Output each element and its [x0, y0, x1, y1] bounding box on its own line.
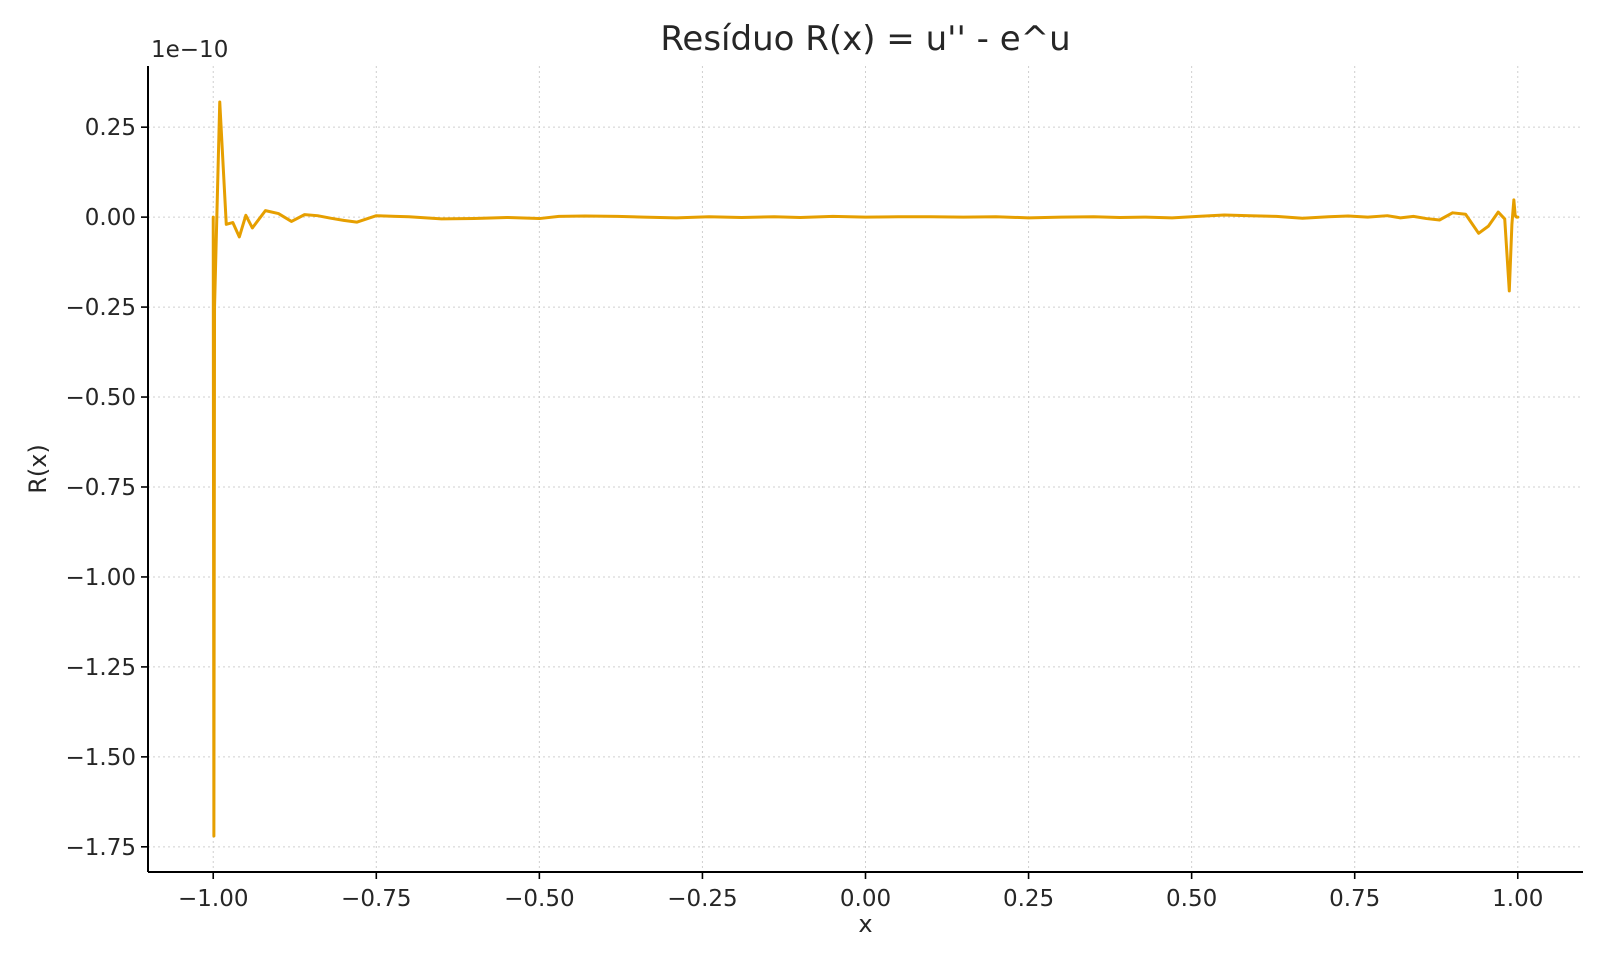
y-tick-label: −1.50: [66, 745, 136, 771]
y-tick-label: 0.25: [85, 115, 136, 141]
y-tick-label: 0.00: [85, 205, 136, 231]
y-tick-label: −1.00: [66, 565, 136, 591]
x-tick-label: 0.75: [1329, 886, 1380, 912]
y-tick-label: −1.25: [66, 655, 136, 681]
y-axis-ticks: 0.25 0.00 −0.25 −0.50 −0.75 −1.00 −1.25 −1.50 −1…: [66, 115, 148, 861]
x-tick-label: 0.00: [840, 886, 891, 912]
y-tick-label: −0.50: [66, 385, 136, 411]
y-axis-scale-offset: 1e−10: [151, 37, 228, 63]
x-tick-label: 1.00: [1492, 886, 1543, 912]
grid: [148, 66, 1583, 872]
x-tick-label: −0.50: [504, 886, 574, 912]
x-axis-ticks: −1.00 −0.75 −0.50 −0.25 0.00 0.25 0.50 0.75 1.00: [178, 872, 1543, 912]
x-tick-label: −0.25: [667, 886, 737, 912]
chart-title: Resíduo R(x) = u'' - e^u: [660, 19, 1070, 59]
y-axis-label: R(x): [24, 444, 52, 494]
x-tick-label: −1.00: [178, 886, 248, 912]
residual-series-line: [211, 100, 1520, 838]
y-tick-label: −0.25: [66, 295, 136, 321]
x-axis-label: x: [858, 910, 872, 938]
x-tick-label: 0.25: [1003, 886, 1054, 912]
x-tick-label: 0.50: [1166, 886, 1217, 912]
series-layer: [211, 100, 1520, 838]
y-tick-label: −1.75: [66, 835, 136, 861]
x-tick-label: −0.75: [341, 886, 411, 912]
y-tick-label: −0.75: [66, 475, 136, 501]
